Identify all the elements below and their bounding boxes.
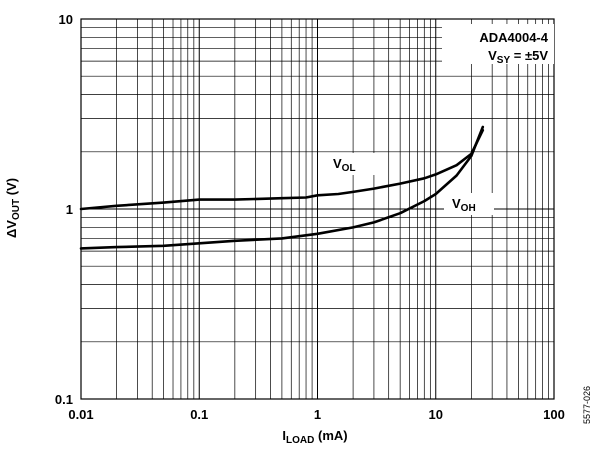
series-label-vol: VOL bbox=[327, 153, 377, 175]
x-tick-labels: 0.01 0.1 1 10 100 bbox=[68, 407, 565, 422]
plot-frame bbox=[80, 18, 555, 400]
x-tick-label: 1 bbox=[314, 407, 321, 422]
y-tick-label: 0.1 bbox=[55, 392, 73, 407]
y-axis-label: ΔVOUT (V) bbox=[4, 178, 22, 238]
x-tick-label: 100 bbox=[543, 407, 565, 422]
legend: ADA4004-4 VSY = ±5V bbox=[442, 24, 554, 66]
figure-id: 5577-026 bbox=[582, 386, 592, 424]
series-layer bbox=[79, 125, 485, 250]
svg-text:VOH: VOH bbox=[452, 196, 476, 214]
y-tick-labels: 0.1 1 10 bbox=[55, 12, 73, 407]
legend-background bbox=[442, 24, 554, 64]
y-tick-label: 10 bbox=[59, 12, 73, 27]
grid bbox=[80, 19, 554, 400]
legend-line-2: VSY = ±5V bbox=[488, 48, 548, 66]
x-tick-label: 0.01 bbox=[68, 407, 93, 422]
series-line-voh bbox=[79, 125, 485, 250]
x-tick-label: 0.1 bbox=[190, 407, 208, 422]
series-label-voh: VOH bbox=[444, 193, 494, 215]
y-tick-label: 1 bbox=[66, 202, 73, 217]
svg-text:VOL: VOL bbox=[333, 156, 356, 174]
x-axis-label: ILOAD (mA) bbox=[282, 428, 347, 446]
x-tick-label: 10 bbox=[429, 407, 443, 422]
series-line-vol bbox=[79, 128, 485, 211]
legend-line-1: ADA4004-4 bbox=[479, 30, 548, 45]
